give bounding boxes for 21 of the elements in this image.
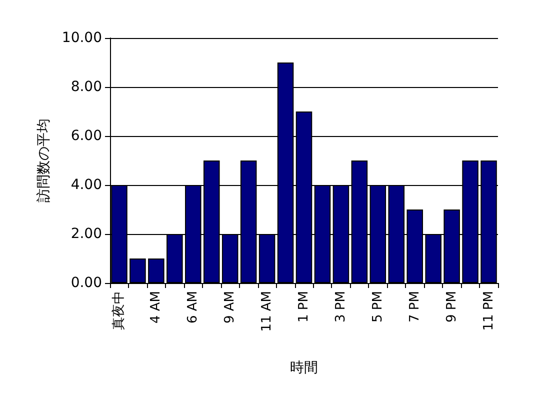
x-tick-label: 6 AM xyxy=(186,291,201,324)
x-tick-label: 9 AM xyxy=(222,291,238,324)
bar xyxy=(130,258,146,283)
x-tick-label: 真夜中 xyxy=(110,291,127,330)
bar xyxy=(148,258,164,283)
x-tick-label: 11 AM xyxy=(260,291,275,332)
x-tick-label: 7 PM xyxy=(407,291,422,322)
y-tick-label: 8.00 xyxy=(70,79,102,95)
x-tick-label: 5 PM xyxy=(370,291,386,322)
y-tick-label: 2.00 xyxy=(70,226,102,242)
x-tick-label: 4 AM xyxy=(148,291,164,324)
y-tick-label: 4.00 xyxy=(70,177,102,193)
y-tick-label: 0.00 xyxy=(70,275,102,291)
y-axis-title: 訪問数の平均 xyxy=(36,118,52,202)
x-axis-title: 時間 xyxy=(290,360,318,376)
x-tick-label: 1 PM xyxy=(296,291,312,322)
x-tick-label: 11 PM xyxy=(481,291,496,331)
x-tick-label: 9 PM xyxy=(444,291,460,322)
x-tick-label: 3 PM xyxy=(333,291,348,322)
y-tick-label: 10.00 xyxy=(62,30,102,46)
y-tick-label: 6.00 xyxy=(70,128,102,144)
